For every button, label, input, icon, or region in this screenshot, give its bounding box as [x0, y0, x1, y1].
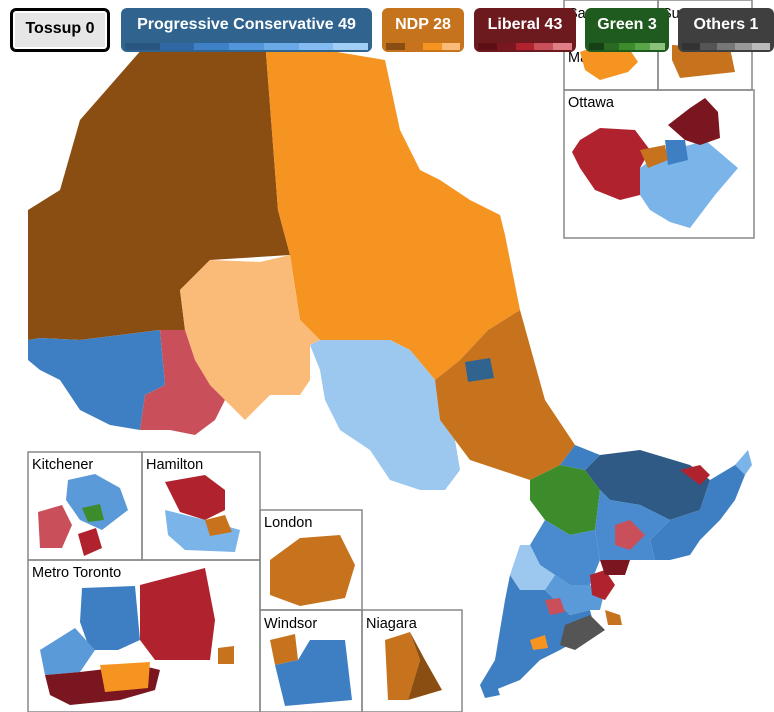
riding-flamborough[interactable]	[165, 475, 225, 520]
riding-kingston[interactable]	[615, 520, 645, 550]
riding-ottawa-valley-east[interactable]	[650, 455, 748, 560]
green-shade-strip	[589, 43, 666, 50]
riding-eastern-ontario[interactable]	[585, 450, 710, 520]
inset-ottawa-label: Ottawa	[568, 95, 615, 111]
riding-ottawa-south[interactable]	[640, 140, 738, 228]
riding-timmins-james-bay[interactable]	[265, 40, 520, 380]
riding-sudbury-city[interactable]	[465, 358, 494, 382]
riding-orleans[interactable]	[665, 140, 688, 165]
ndp-shade-strip	[386, 43, 460, 50]
inset-toronto-label: Metro Toronto	[32, 565, 121, 581]
riding-ottawa-vanier[interactable]	[668, 98, 720, 145]
riding-peterborough-york[interactable]	[530, 520, 600, 585]
liberal-label: Liberal 43	[487, 16, 563, 33]
riding-ottawa-area-liberal[interactable]	[680, 465, 710, 485]
inset-ottawa-box	[563, 89, 755, 239]
riding-southwest-ontario[interactable]	[480, 575, 595, 690]
riding-niagara-small[interactable]	[605, 610, 622, 625]
riding-sudbury[interactable]	[672, 45, 735, 78]
riding-toronto-northeast-lib[interactable]	[140, 568, 215, 660]
riding-kitchener-conestoga[interactable]	[66, 474, 128, 530]
riding-london-area[interactable]	[530, 635, 548, 650]
inset-windsor-label: Windsor	[264, 616, 317, 632]
others-label: Others 1	[693, 16, 759, 33]
riding-niagara-ndp-dark[interactable]	[408, 632, 442, 700]
inset-niagara-box	[361, 609, 463, 712]
riding-toronto-north-pc[interactable]	[80, 586, 140, 650]
liberal-button[interactable]: Liberal 43	[474, 8, 576, 52]
riding-toronto-west[interactable]	[40, 628, 95, 675]
riding-niagara-ndp[interactable]	[385, 632, 420, 700]
riding-scarborough-ndp[interactable]	[218, 646, 234, 664]
riding-kenora-rainy-river[interactable]	[28, 40, 290, 340]
riding-london-region[interactable]	[270, 535, 355, 606]
riding-renfrew[interactable]	[560, 445, 600, 470]
riding-windsor-pc[interactable]	[275, 640, 352, 706]
riding-windsor-tip[interactable]	[480, 680, 500, 698]
riding-toronto-ndp-strip[interactable]	[100, 662, 150, 692]
riding-cambridge[interactable]	[38, 505, 72, 548]
liberal-shade-strip	[478, 43, 572, 50]
riding-ottawa-west[interactable]	[572, 128, 650, 200]
riding-hamilton-centre[interactable]	[205, 515, 232, 536]
riding-kiiwetinoong[interactable]	[180, 255, 320, 420]
riding-bruce-grey[interactable]	[510, 545, 555, 590]
ndp-button[interactable]: NDP 28	[382, 8, 464, 52]
pc-shade-strip	[125, 43, 369, 50]
riding-waterloo[interactable]	[78, 528, 102, 556]
riding-kitchener-centre[interactable]	[82, 504, 104, 522]
tossup-label: Tossup 0	[25, 20, 95, 37]
pc-label: Progressive Conservative 49	[137, 16, 356, 33]
inset-niagara-label: Niagara	[366, 616, 418, 632]
pc-button[interactable]: Progressive Conservative 49	[121, 8, 372, 52]
inset-hamilton-label: Hamilton	[146, 457, 203, 473]
others-button[interactable]: Others 1	[678, 8, 774, 52]
inset-london-label: London	[264, 515, 312, 531]
riding-sault-ste-marie[interactable]	[580, 45, 638, 80]
ndp-label: NDP 28	[395, 16, 451, 33]
riding-nickel-belt[interactable]	[435, 310, 575, 480]
riding-thunder-bay-atikokan[interactable]	[28, 330, 165, 430]
riding-glengarry[interactable]	[735, 450, 752, 475]
others-shade-strip	[682, 43, 770, 50]
inset-kitchener-label: Kitchener	[32, 457, 93, 473]
riding-hamilton-area[interactable]	[545, 598, 565, 615]
riding-ottawa-centre[interactable]	[640, 145, 668, 168]
riding-hamilton-mountain[interactable]	[165, 510, 240, 552]
tossup-button[interactable]: Tossup 0	[10, 8, 110, 52]
riding-brant-others[interactable]	[560, 615, 605, 650]
riding-toronto-core[interactable]	[590, 570, 615, 600]
green-button[interactable]: Green 3	[585, 8, 669, 52]
green-label: Green 3	[597, 16, 657, 33]
riding-durham[interactable]	[600, 560, 630, 575]
riding-parry-sound-muskoka[interactable]	[530, 465, 600, 535]
riding-algoma-manitoulin[interactable]	[310, 340, 460, 490]
riding-thunder-bay-superior-north[interactable]	[140, 330, 225, 435]
riding-windsor-ndp[interactable]	[270, 634, 298, 665]
